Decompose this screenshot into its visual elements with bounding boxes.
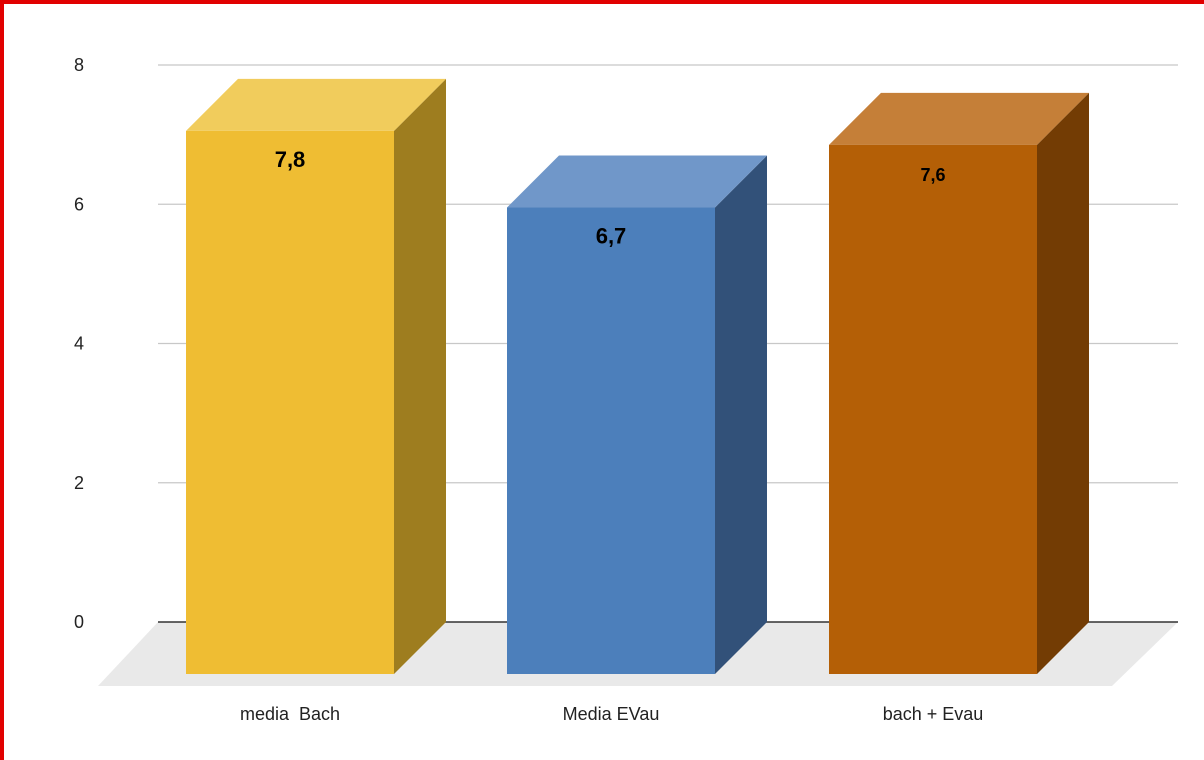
bar	[186, 78, 446, 675]
bar-side	[394, 78, 446, 675]
data-label: 7,6	[920, 165, 945, 185]
y-tick-label: 8	[74, 55, 84, 75]
y-tick-label: 6	[74, 194, 84, 214]
category-label: Media EVau	[563, 704, 660, 724]
bar-top	[507, 155, 767, 208]
data-label: 7,8	[275, 147, 306, 172]
data-labels: 7,8 6,7 7,6	[275, 147, 946, 249]
bar-side	[1037, 92, 1089, 675]
bar-top	[829, 92, 1089, 145]
bars	[186, 78, 1089, 675]
y-axis: 0 2 4 6 8	[74, 55, 84, 632]
category-label: media Bach	[240, 704, 340, 724]
bar	[507, 155, 767, 674]
bar-top	[186, 78, 446, 131]
bar	[829, 92, 1089, 675]
y-tick-label: 2	[74, 473, 84, 493]
y-tick-label: 0	[74, 612, 84, 632]
category-label: bach + Evau	[883, 704, 984, 724]
x-axis: media Bach Media EVau bach + Evau	[240, 704, 983, 724]
bar-front	[507, 207, 715, 674]
y-tick-label: 4	[74, 334, 84, 354]
bar-front	[829, 144, 1037, 675]
bar-side	[715, 155, 767, 674]
data-label: 6,7	[596, 224, 627, 249]
bar-front	[186, 130, 394, 675]
